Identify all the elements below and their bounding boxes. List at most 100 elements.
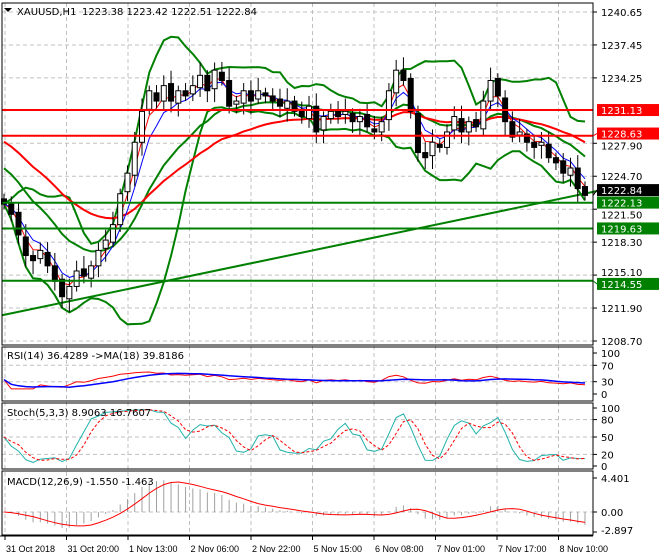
candle xyxy=(422,152,429,159)
level-value: 1214.55 xyxy=(601,280,642,291)
level-value: 1228.63 xyxy=(601,130,642,141)
candle xyxy=(233,100,240,105)
candle xyxy=(473,119,480,128)
candle xyxy=(284,100,291,109)
time-label: 8 Nov 10:00 xyxy=(560,544,609,554)
rsi-pane[interactable] xyxy=(3,371,586,390)
candle xyxy=(73,270,80,287)
ma-long-red xyxy=(3,111,586,220)
pane-frame xyxy=(1,470,594,536)
candle xyxy=(138,110,145,143)
candle xyxy=(102,239,109,249)
candle xyxy=(44,251,51,267)
candle xyxy=(189,85,196,95)
price-label: 1227.90 xyxy=(601,142,642,153)
level-value-tag xyxy=(597,104,659,117)
price-label: 1237.45 xyxy=(601,41,642,52)
candle xyxy=(153,92,160,102)
candle xyxy=(22,236,29,257)
candle xyxy=(327,110,334,120)
candle xyxy=(182,90,189,97)
stoch-label: Stoch(5,3,3) 8.9063 16.7607 xyxy=(7,408,151,419)
macd-signal-line xyxy=(3,481,586,527)
candle xyxy=(95,249,102,267)
level-value: 1222.13 xyxy=(601,199,642,210)
grid xyxy=(2,3,593,535)
candle xyxy=(30,255,37,262)
candle xyxy=(117,193,124,226)
candle xyxy=(371,128,378,133)
time-label: 7 Nov 01:00 xyxy=(437,544,486,554)
candle xyxy=(218,71,225,81)
macd-label: MACD(12,26,9) -1.550 -1.463 xyxy=(7,477,154,488)
candle xyxy=(538,141,545,146)
ohlc-readout: 1223.38 1223.42 1222.51 1222.84 xyxy=(82,7,257,18)
price-label: 1221.50 xyxy=(601,211,642,222)
candle xyxy=(349,112,356,123)
candle xyxy=(175,90,182,104)
tag-connector xyxy=(592,133,598,137)
dropdown-arrow-icon[interactable] xyxy=(4,8,12,12)
trendline xyxy=(1,184,624,317)
price-pane[interactable] xyxy=(1,35,624,326)
time-label: 31 Oct 20:00 xyxy=(68,544,120,554)
level-value: 1219.63 xyxy=(601,224,642,235)
candle xyxy=(168,83,175,102)
candle xyxy=(88,265,95,279)
candle xyxy=(204,74,211,92)
candle xyxy=(15,211,22,236)
level-value: 1231.13 xyxy=(601,106,642,117)
candle xyxy=(451,116,458,131)
candle xyxy=(124,172,131,193)
candle xyxy=(37,249,44,260)
candle xyxy=(480,100,487,130)
candle xyxy=(582,186,588,196)
price-label: 1224.70 xyxy=(601,172,642,183)
time-label: 31 Oct 2018 xyxy=(6,544,55,554)
stoch-tick: 50 xyxy=(601,433,614,444)
tag-connector xyxy=(592,280,598,285)
time-label: 1 Nov 13:00 xyxy=(129,544,178,554)
rsi-tick: 0 xyxy=(601,390,607,401)
candle xyxy=(494,77,501,97)
candle xyxy=(393,69,400,94)
pane-frame xyxy=(1,2,594,346)
candle xyxy=(385,90,392,121)
candle xyxy=(240,90,247,104)
candle xyxy=(356,116,363,123)
level-value-tag xyxy=(597,222,659,235)
current-price: 1222.84 xyxy=(601,186,642,197)
pane-frame xyxy=(1,402,594,470)
rsi-tick: 30 xyxy=(601,378,614,389)
candle xyxy=(51,265,58,282)
candle xyxy=(487,79,494,102)
rsi-line xyxy=(3,371,586,390)
price-label: 1240.65 xyxy=(601,8,642,19)
stoch-tick: 80 xyxy=(601,416,614,427)
rsi-label: RSI(14) 36.4289 ->MA(18) 39.8186 xyxy=(7,351,184,362)
rsi-tick: 100 xyxy=(601,349,620,360)
macd-tick: 4.401 xyxy=(601,474,630,485)
time-label: 2 Nov 06:00 xyxy=(191,544,240,554)
candle xyxy=(552,157,559,164)
macd-tick: 0.00 xyxy=(601,508,623,519)
candle xyxy=(262,92,269,97)
candle xyxy=(291,100,298,112)
price-label: 1211.90 xyxy=(601,304,642,315)
stoch-pane[interactable] xyxy=(3,409,586,463)
candle xyxy=(458,118,465,133)
macd-pane[interactable] xyxy=(3,480,586,528)
price-label: 1234.25 xyxy=(601,74,642,85)
candle xyxy=(306,105,313,120)
stoch-signal-line xyxy=(3,409,586,461)
candle xyxy=(342,110,349,115)
candle xyxy=(560,160,567,174)
pane-frame xyxy=(1,346,594,402)
tag-connector xyxy=(592,189,598,196)
candle xyxy=(516,131,523,136)
level-value-tag xyxy=(597,127,659,140)
candle xyxy=(313,105,320,133)
